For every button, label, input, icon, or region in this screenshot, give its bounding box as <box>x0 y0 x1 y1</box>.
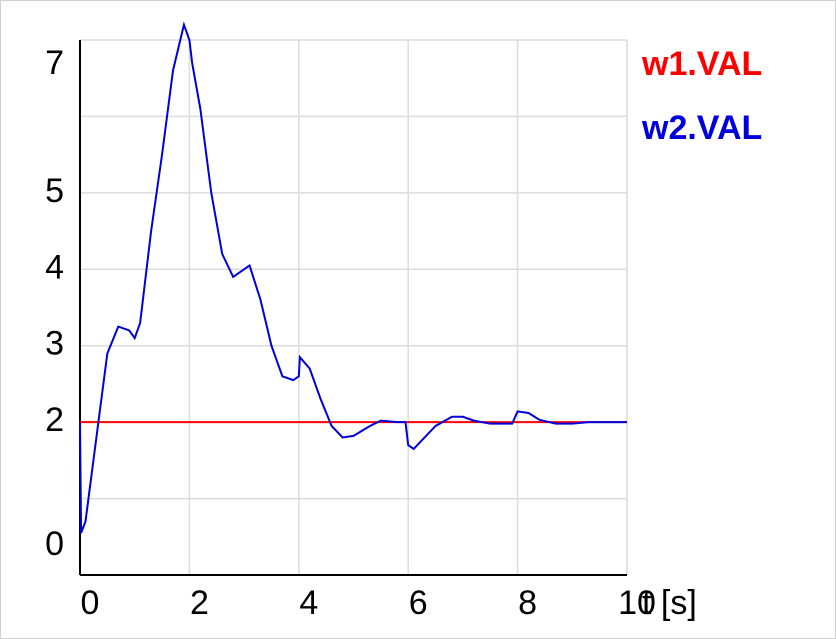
y-tick-label: 7 <box>45 44 64 82</box>
x-tick-label: 0 <box>81 584 100 622</box>
x-axis-label: t [s] <box>642 584 697 622</box>
y-tick-label: 2 <box>45 401 64 439</box>
y-tick-label: 3 <box>45 325 64 363</box>
line <box>79 21 627 534</box>
x-tick-label: 8 <box>518 584 537 622</box>
legend-entry: w1.VAL <box>641 45 762 83</box>
x-tick-label: 6 <box>409 584 428 622</box>
y-tick-label: 0 <box>45 525 64 563</box>
y-tick-label: 5 <box>45 172 64 210</box>
y-tick-label: 4 <box>45 248 64 286</box>
x-tick-label: 10 <box>618 584 656 622</box>
x-tick-label: 4 <box>299 584 318 622</box>
x-tick-label: 2 <box>190 584 209 622</box>
legend-entry: w2.VAL <box>641 109 762 147</box>
